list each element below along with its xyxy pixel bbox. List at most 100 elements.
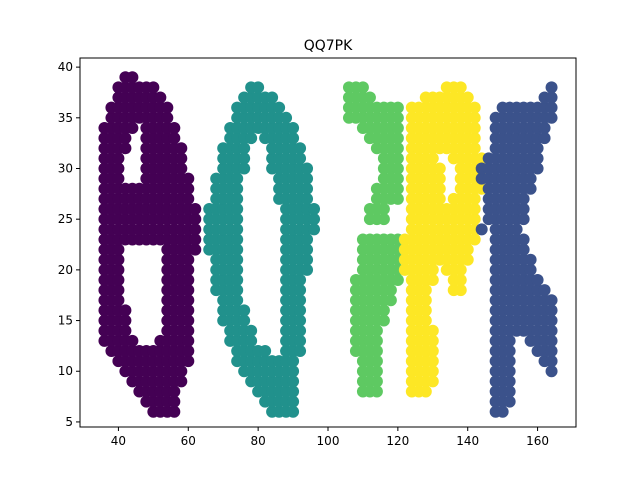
scatter-point-series-1 [287,395,300,408]
scatter-point-series-3 [433,172,446,185]
scatter-point-series-0 [112,284,125,297]
scatter-point-series-1 [294,274,307,287]
scatter-point-series-3 [426,263,439,276]
scatter-point-series-4 [545,334,558,347]
scatter-point-series-3 [426,334,439,347]
scatter-point-series-1 [231,203,244,216]
scatter-point-series-3 [468,121,481,134]
scatter-point-series-0 [112,263,125,276]
points-layer [98,71,558,418]
scatter-point-series-0 [182,253,195,266]
scatter-point-series-0 [182,304,195,317]
x-tick-label: 80 [251,434,266,448]
scatter-point-series-0 [182,344,195,357]
scatter-point-series-0 [175,365,188,378]
scatter-point-series-4 [531,142,544,155]
scatter-point-series-4 [517,192,530,205]
scatter-point-series-1 [308,213,321,226]
scatter-point-series-3 [426,355,439,368]
chart-title: QQ7PK [304,38,353,54]
scatter-point-series-1 [231,182,244,195]
scatter-point-series-4 [503,365,516,378]
scatter-point-series-3 [426,365,439,378]
scatter-point-series-4 [545,81,558,94]
scatter-point-series-3 [468,111,481,124]
scatter-point-series-0 [175,375,188,388]
scatter-point-series-2 [391,142,404,155]
scatter-point-series-1 [294,284,307,297]
scatter-point-series-2 [391,172,404,185]
scatter-point-series-1 [238,152,251,165]
scatter-point-series-4 [545,111,558,124]
scatter-point-series-1 [231,192,244,205]
scatter-point-series-1 [231,233,244,246]
scatter-point-series-1 [238,304,251,317]
scatter-point-series-0 [126,334,139,347]
scatter-point-series-1 [231,294,244,307]
scatter-point-series-1 [245,132,258,145]
scatter-point-series-4 [545,355,558,368]
scatter-point-series-0 [112,152,125,165]
scatter-point-series-1 [238,162,251,175]
scatter-point-series-0 [168,132,181,145]
y-tick-label: 35 [58,111,73,125]
x-tick-label: 100 [317,434,340,448]
scatter-point-series-3 [419,304,432,317]
scatter-point-series-1 [231,243,244,256]
scatter-point-series-1 [238,142,251,155]
scatter-point-series-2 [391,101,404,114]
x-tick-label: 120 [386,434,409,448]
scatter-point-series-0 [154,91,167,104]
scatter-point-series-4 [545,344,558,357]
scatter-point-series-2 [391,152,404,165]
scatter-point-series-1 [238,314,251,327]
scatter-point-series-1 [287,121,300,134]
y-tick-label: 10 [58,364,73,378]
scatter-point-series-0 [112,172,125,185]
scatter-point-series-1 [280,111,293,124]
scatter-point-series-2 [377,314,390,327]
scatter-point-series-0 [175,142,188,155]
scatter-point-series-0 [168,405,181,418]
scatter-point-series-2 [370,385,383,398]
scatter-point-series-0 [182,274,195,287]
scatter-point-series-1 [287,385,300,398]
scatter-point-series-1 [287,132,300,145]
scatter-point-series-4 [538,132,551,145]
scatter-point-series-3 [468,101,481,114]
scatter-point-series-0 [182,314,195,327]
scatter-point-series-3 [426,324,439,337]
scatter-point-series-3 [461,243,474,256]
scatter-point-series-0 [112,253,125,266]
scatter-point-series-1 [294,304,307,317]
scatter-point-series-2 [370,344,383,357]
scatter-point-series-1 [301,182,314,195]
scatter-point-series-0 [189,203,202,216]
scatter-point-series-2 [391,192,404,205]
scatter-point-series-3 [419,314,432,327]
scatter-point-series-0 [182,192,195,205]
scatter-point-series-4 [538,284,551,297]
scatter-point-series-2 [391,132,404,145]
scatter-point-series-0 [119,324,132,337]
scatter-point-series-0 [182,284,195,297]
scatter-point-series-1 [301,233,314,246]
scatter-point-series-3 [454,81,467,94]
scatter-point-series-3 [468,132,481,145]
scatter-point-series-4 [531,274,544,287]
scatter-point-series-1 [301,162,314,175]
scatter-point-series-4 [503,344,516,357]
scatter-point-series-1 [287,365,300,378]
scatter-point-series-0 [182,324,195,337]
scatter-point-series-2 [391,274,404,287]
scatter-point-series-0 [168,121,181,134]
y-tick-label: 20 [58,263,73,277]
scatter-point-series-4 [510,223,523,236]
scatter-point-series-1 [301,243,314,256]
scatter-point-series-3 [426,344,439,357]
scatter-point-series-1 [287,405,300,418]
scatter-point-series-3 [461,253,474,266]
scatter-point-series-3 [461,91,474,104]
